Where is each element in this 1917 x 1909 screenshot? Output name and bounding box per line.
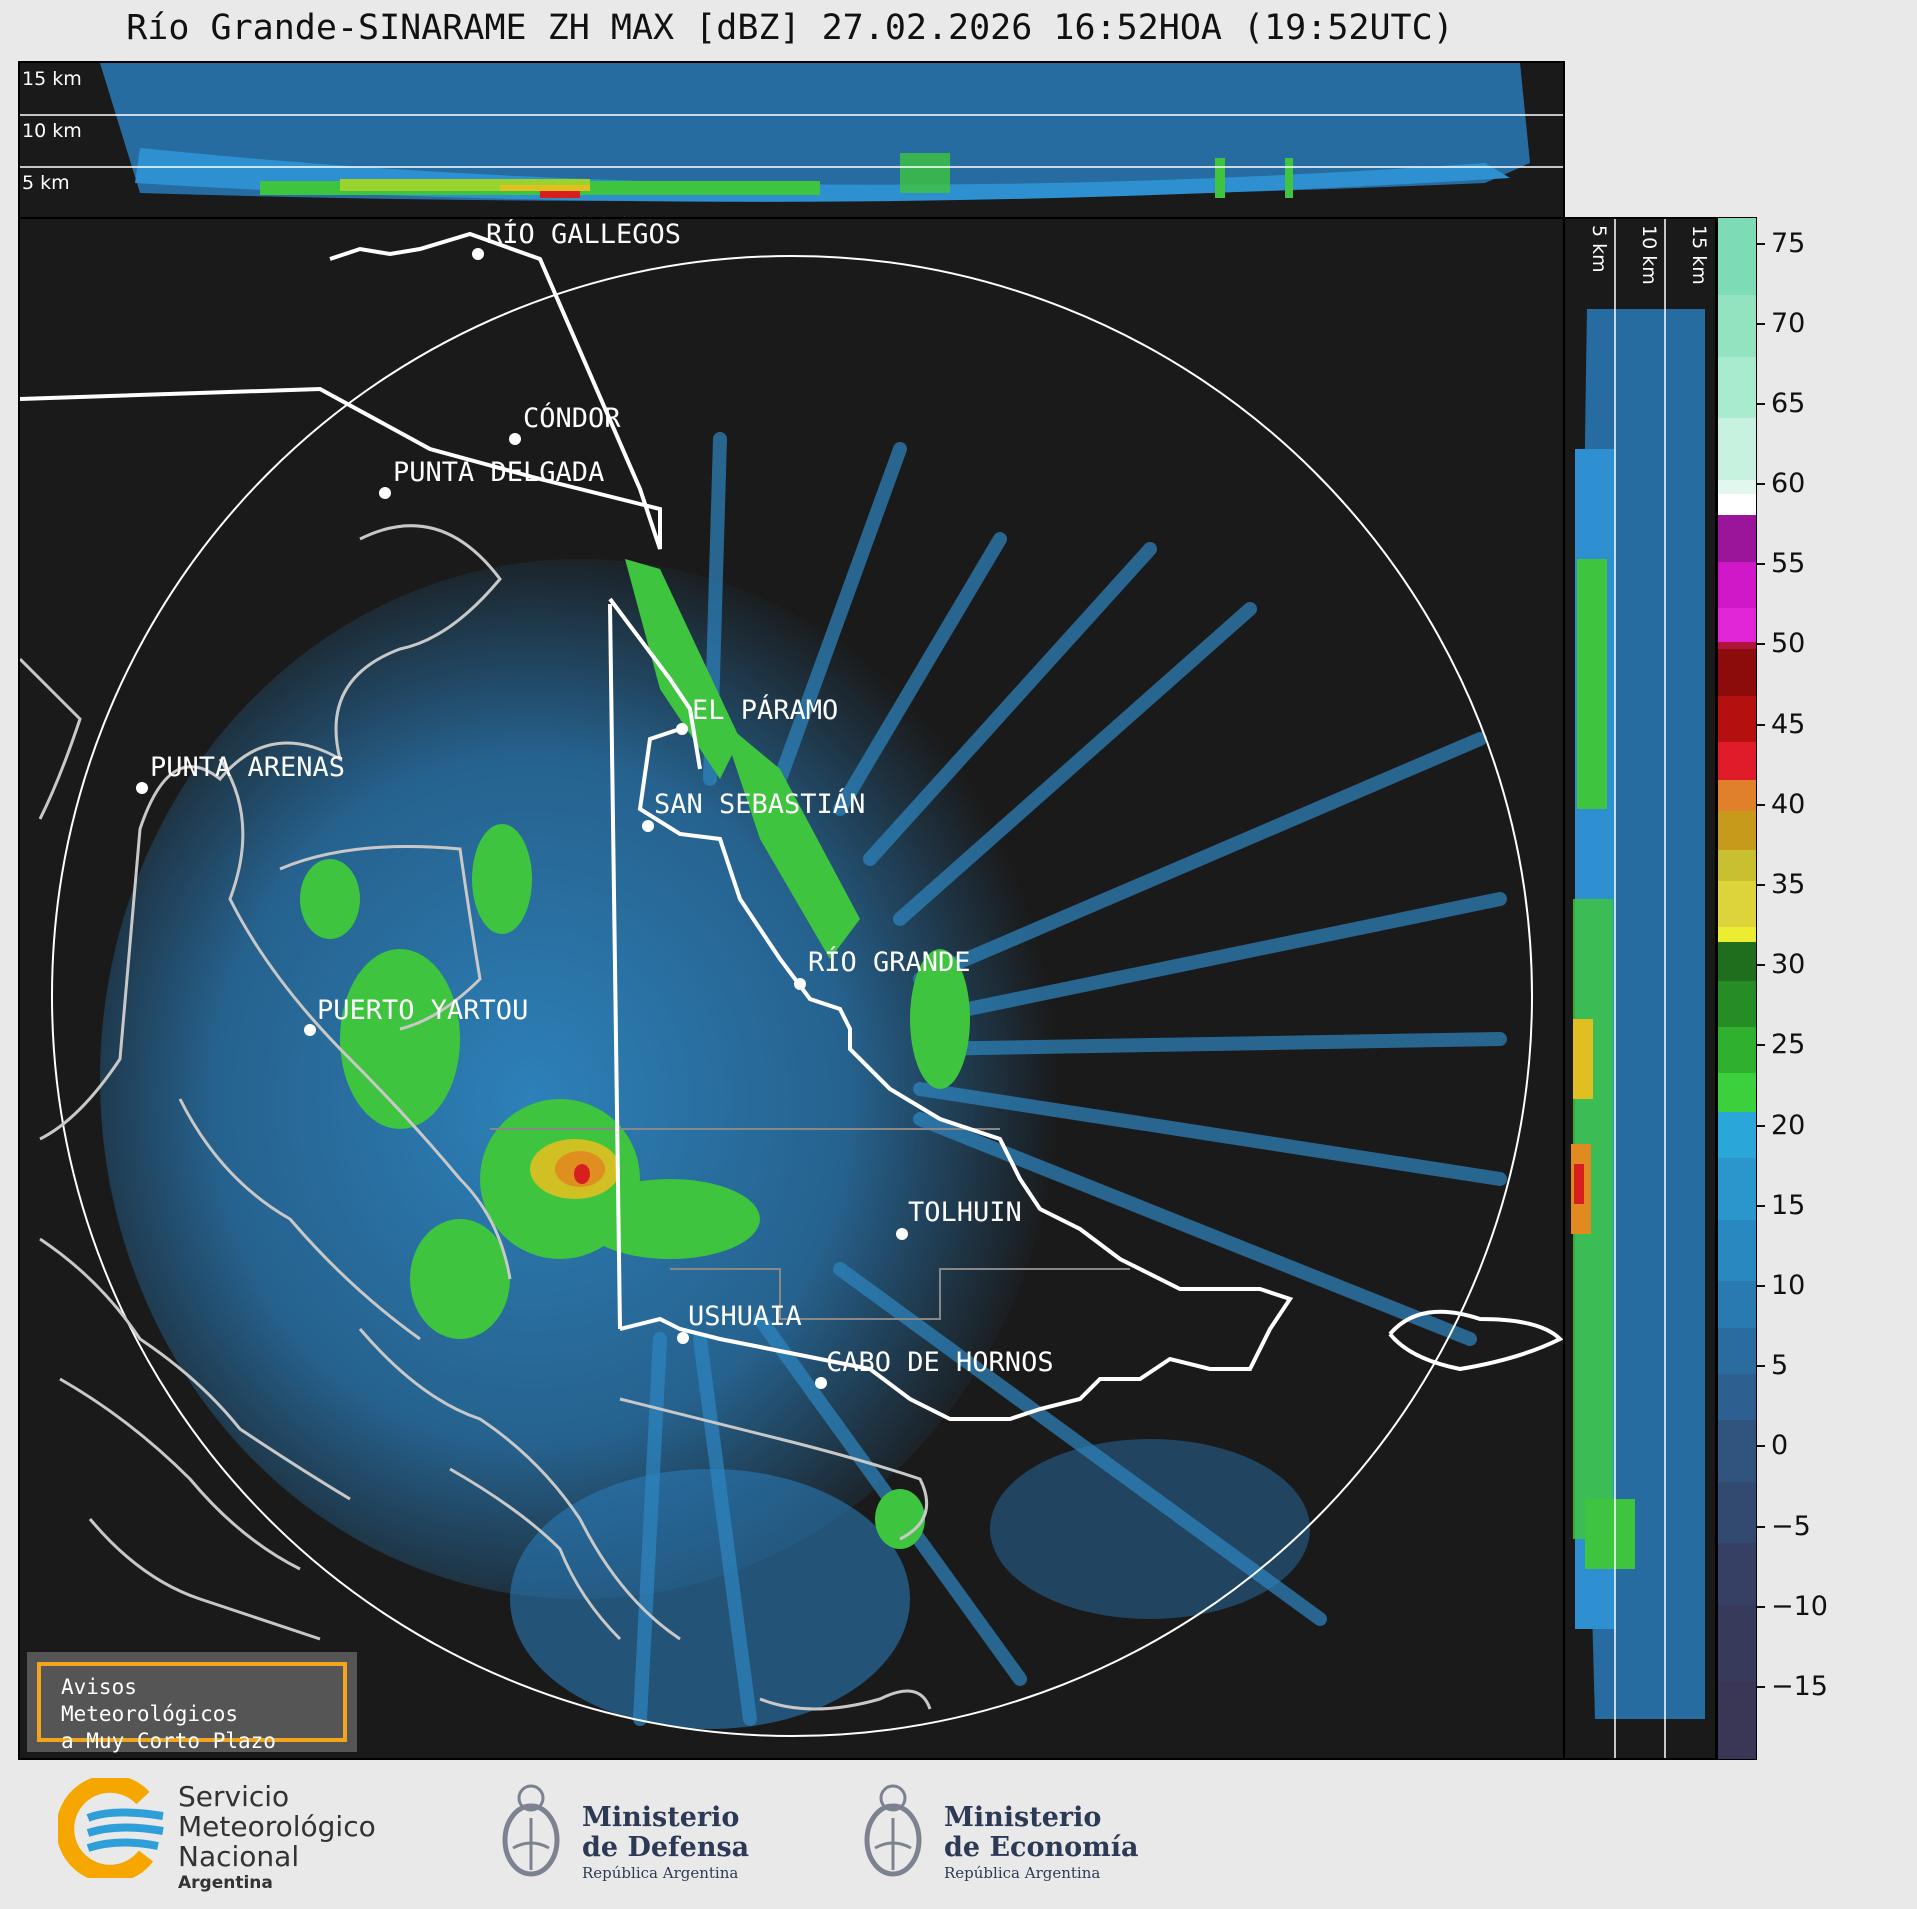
city-label-san-sebastian: SAN SEBASTIÁN: [654, 788, 865, 820]
colorbar-tick: −5: [1757, 1512, 1811, 1542]
height-label-15: 15 km: [22, 68, 82, 90]
city-label-rio-grande: RÍO GRANDE: [808, 946, 971, 978]
colorbar-tick: −10: [1757, 1592, 1828, 1622]
city-label-punta-delgada: PUNTA DELGADA: [393, 457, 604, 488]
smn-logo-icon: [58, 1778, 168, 1878]
city-label-punta-arenas: PUNTA ARENAS: [150, 752, 345, 783]
chart-title: Río Grande-SINARAME ZH MAX [dBZ] 27.02.2…: [126, 8, 1454, 48]
city-label-el-paramo: EL PÁRAMO: [692, 694, 838, 726]
colorbar-tick: 55: [1757, 549, 1805, 579]
colorbar-tick: 45: [1757, 710, 1805, 740]
city-markers: [136, 248, 908, 1389]
coastlines: [20, 524, 932, 1711]
side-height-label-10: 10 km: [1638, 225, 1660, 285]
radar-map: RÍO GALLEGOS CÓNDOR PUNTA DELGADA EL PÁR…: [18, 217, 1565, 1760]
argentina-coat-of-arms-icon: [495, 1778, 567, 1893]
city-label-rio-gallegos: RÍO GALLEGOS: [486, 219, 681, 250]
colorbar-tick: 5: [1757, 1351, 1788, 1381]
country-border: [20, 231, 1563, 1421]
top-cross-section: 15 km 10 km 5 km: [18, 61, 1565, 219]
colorbar-tick: 35: [1757, 870, 1805, 900]
smn-name: Servicio Meteorológico Nacional Argentin…: [178, 1780, 376, 1894]
warning-line-1: Avisos Meteorológicos: [61, 1675, 239, 1726]
side-height-label-5: 5 km: [1588, 225, 1610, 273]
colorbar-tick: 10: [1757, 1271, 1805, 1301]
colorbar-tick: 30: [1757, 950, 1805, 980]
height-label-10: 10 km: [22, 120, 82, 142]
height-label-5: 5 km: [22, 172, 70, 194]
ministerio-defensa: Ministerio de Defensa República Argentin…: [582, 1802, 750, 1883]
colorbar: [1717, 217, 1757, 1760]
colorbar-tick: 15: [1757, 1191, 1805, 1221]
colorbar-tick: −15: [1757, 1672, 1828, 1702]
colorbar-tick: 70: [1757, 309, 1805, 339]
ministerio-economia: Ministerio de Economía República Argenti…: [944, 1802, 1139, 1883]
echo-field: [100, 559, 1060, 1599]
colorbar-tick: 60: [1757, 469, 1805, 499]
city-label-puerto-yartou: PUERTO YARTOU: [317, 995, 528, 1026]
city-label-ushuaia: USHUAIA: [688, 1301, 802, 1332]
side-cross-section: 5 km 10 km 15 km: [1563, 217, 1717, 1760]
range-ring: [51, 255, 1533, 1737]
moderate-echoes: [300, 559, 970, 1549]
city-label-cabo-de-hornos: CABO DE HORNOS: [826, 1347, 1054, 1378]
colorbar-tick: 0: [1757, 1431, 1788, 1461]
radial-streaks: [633, 432, 1507, 1726]
colorbar-tick: 40: [1757, 790, 1805, 820]
colorbar-tick: 65: [1757, 389, 1805, 419]
colorbar-tick: 25: [1757, 1030, 1805, 1060]
colorbar-tick: 75: [1757, 229, 1805, 259]
city-label-tolhuin: TOLHUIN: [908, 1197, 1022, 1228]
warning-line-2: a Muy Corto Plazo: [61, 1729, 276, 1753]
warning-link-box[interactable]: Avisos Meteorológicos a Muy Corto Plazo: [27, 1652, 357, 1753]
colorbar-tick: 50: [1757, 629, 1805, 659]
city-label-condor: CÓNDOR: [523, 402, 621, 434]
argentina-coat-of-arms-icon: [857, 1778, 929, 1893]
colorbar-tick: 20: [1757, 1111, 1805, 1141]
side-height-label-15: 15 km: [1688, 225, 1710, 285]
